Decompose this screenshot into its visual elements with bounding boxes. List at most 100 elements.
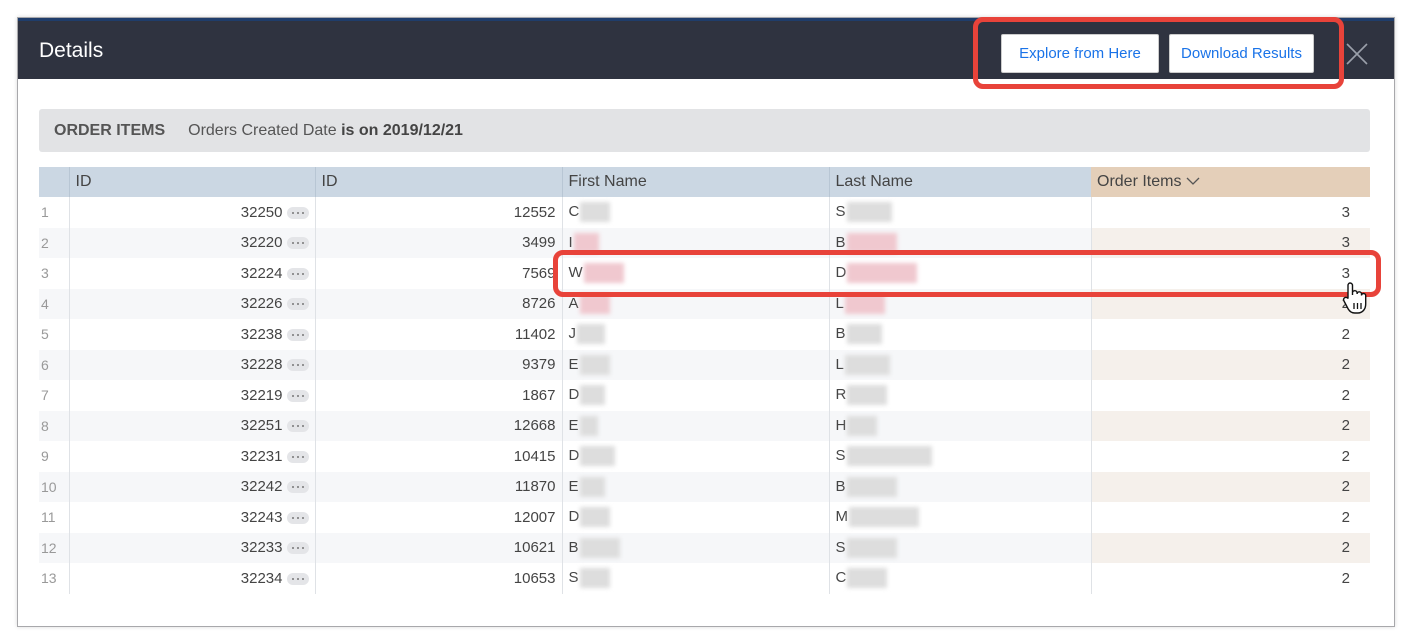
table-row[interactable]: 12 32233 10621 B S 2 — [39, 532, 1370, 563]
order-items-cell[interactable]: 2 — [1090, 532, 1370, 563]
table-row[interactable]: 2 32220 3499 I B 3 — [39, 227, 1370, 258]
last-name-cell[interactable]: S — [828, 197, 1091, 228]
close-icon[interactable] — [1345, 42, 1369, 66]
order-item-id[interactable]: 32233 — [240, 539, 283, 557]
column-header-order-id[interactable]: ID — [314, 167, 562, 197]
last-name-cell[interactable]: D — [828, 258, 1091, 289]
table-row[interactable]: 10 32242 11870 E B 2 — [39, 471, 1370, 502]
table-row[interactable]: 7 32219 1867 D R 2 — [39, 380, 1370, 411]
first-name-cell[interactable]: S — [561, 563, 829, 594]
last-name-cell[interactable]: R — [828, 380, 1091, 411]
table-row[interactable]: 9 32231 10415 D S 2 — [39, 441, 1370, 472]
column-header-last-name[interactable]: Last Name — [828, 167, 1091, 197]
table-row[interactable]: 13 32234 10653 S C 2 — [39, 563, 1370, 594]
order-id-cell[interactable]: 7569 — [314, 258, 562, 289]
order-item-id[interactable]: 32220 — [240, 234, 283, 252]
first-name-cell[interactable]: C — [561, 197, 829, 228]
more-actions-icon[interactable] — [286, 511, 309, 524]
order-item-id-cell[interactable]: 32224 — [68, 258, 315, 289]
order-item-id[interactable]: 32219 — [240, 386, 283, 404]
first-name-cell[interactable]: D — [561, 380, 829, 411]
order-items-cell[interactable]: 2 — [1090, 563, 1370, 594]
order-item-id[interactable]: 32231 — [240, 447, 283, 465]
order-item-id-cell[interactable]: 32228 — [68, 349, 315, 380]
first-name-cell[interactable]: D — [561, 441, 829, 472]
more-actions-icon[interactable] — [286, 206, 309, 219]
order-items-cell[interactable]: 2 — [1090, 380, 1370, 411]
last-name-cell[interactable]: H — [828, 410, 1091, 441]
order-item-id[interactable]: 32228 — [240, 356, 283, 374]
last-name-cell[interactable]: L — [828, 349, 1091, 380]
order-id-cell[interactable]: 12007 — [314, 502, 562, 533]
first-name-cell[interactable]: D — [561, 502, 829, 533]
first-name-cell[interactable]: B — [561, 532, 829, 563]
more-actions-icon[interactable] — [286, 572, 309, 585]
order-item-id-cell[interactable]: 32219 — [68, 380, 315, 411]
table-row[interactable]: 11 32243 12007 D M 2 — [39, 502, 1370, 533]
order-item-id-cell[interactable]: 32233 — [68, 532, 315, 563]
order-id-cell[interactable]: 10415 — [314, 441, 562, 472]
table-row[interactable]: 1 32250 12552 C S 3 — [39, 197, 1370, 228]
order-item-id-cell[interactable]: 32226 — [68, 288, 315, 319]
first-name-cell[interactable]: E — [561, 410, 829, 441]
more-actions-icon[interactable] — [286, 328, 309, 341]
order-item-id[interactable]: 32250 — [240, 203, 283, 221]
more-actions-icon[interactable] — [286, 267, 309, 280]
order-items-cell[interactable]: 3 — [1090, 197, 1370, 228]
order-item-id[interactable]: 32226 — [240, 295, 283, 313]
order-items-cell[interactable]: 2 — [1090, 319, 1370, 350]
column-header-order-items[interactable]: Order Items — [1091, 167, 1370, 197]
last-name-cell[interactable]: B — [828, 319, 1091, 350]
explore-from-here-button[interactable]: Explore from Here — [1001, 34, 1159, 73]
order-id-cell[interactable]: 9379 — [314, 349, 562, 380]
table-row[interactable]: 8 32251 12668 E H 2 — [39, 410, 1370, 441]
more-actions-icon[interactable] — [286, 481, 309, 494]
column-header-order-item-id[interactable]: ID — [68, 167, 315, 197]
order-id-cell[interactable]: 10621 — [314, 532, 562, 563]
table-row[interactable]: 3 32224 7569 W D 3 — [39, 258, 1370, 289]
order-item-id[interactable]: 32224 — [240, 264, 283, 282]
order-items-cell[interactable]: 2 — [1090, 410, 1370, 441]
order-item-id[interactable]: 32251 — [240, 417, 283, 435]
more-actions-icon[interactable] — [286, 542, 309, 555]
order-items-cell[interactable]: 2 — [1090, 502, 1370, 533]
order-item-id[interactable]: 32243 — [240, 508, 283, 526]
column-header-first-name[interactable]: First Name — [561, 167, 829, 197]
table-row[interactable]: 5 32238 11402 J B 2 — [39, 319, 1370, 350]
order-items-cell[interactable]: 3 — [1090, 258, 1370, 289]
order-item-id-cell[interactable]: 32242 — [68, 471, 315, 502]
last-name-cell[interactable]: C — [828, 563, 1091, 594]
last-name-cell[interactable]: S — [828, 532, 1091, 563]
order-item-id-cell[interactable]: 32231 — [68, 441, 315, 472]
order-items-cell[interactable]: 2 — [1090, 471, 1370, 502]
order-item-id[interactable]: 32234 — [240, 569, 283, 587]
download-results-button[interactable]: Download Results — [1169, 34, 1314, 73]
more-actions-icon[interactable] — [286, 420, 309, 433]
order-item-id-cell[interactable]: 32220 — [68, 227, 315, 258]
order-item-id-cell[interactable]: 32251 — [68, 410, 315, 441]
order-item-id[interactable]: 32242 — [240, 478, 283, 496]
order-item-id-cell[interactable]: 32250 — [68, 197, 315, 228]
more-actions-icon[interactable] — [286, 298, 309, 311]
order-id-cell[interactable]: 8726 — [314, 288, 562, 319]
order-id-cell[interactable]: 12552 — [314, 197, 562, 228]
order-id-cell[interactable]: 10653 — [314, 563, 562, 594]
order-items-cell[interactable]: 2 — [1090, 441, 1370, 472]
more-actions-icon[interactable] — [286, 450, 309, 463]
last-name-cell[interactable]: M — [828, 502, 1091, 533]
order-id-cell[interactable]: 3499 — [314, 227, 562, 258]
last-name-cell[interactable]: S — [828, 441, 1091, 472]
first-name-cell[interactable]: E — [561, 349, 829, 380]
order-items-cell[interactable]: 2 — [1090, 349, 1370, 380]
order-id-cell[interactable]: 12668 — [314, 410, 562, 441]
more-actions-icon[interactable] — [286, 359, 309, 372]
table-row[interactable]: 6 32228 9379 E L 2 — [39, 349, 1370, 380]
order-item-id-cell[interactable]: 32238 — [68, 319, 315, 350]
order-item-id[interactable]: 32238 — [240, 325, 283, 343]
more-actions-icon[interactable] — [286, 389, 309, 402]
last-name-cell[interactable]: B — [828, 471, 1091, 502]
first-name-cell[interactable]: J — [561, 319, 829, 350]
order-id-cell[interactable]: 11870 — [314, 471, 562, 502]
order-id-cell[interactable]: 1867 — [314, 380, 562, 411]
order-id-cell[interactable]: 11402 — [314, 319, 562, 350]
